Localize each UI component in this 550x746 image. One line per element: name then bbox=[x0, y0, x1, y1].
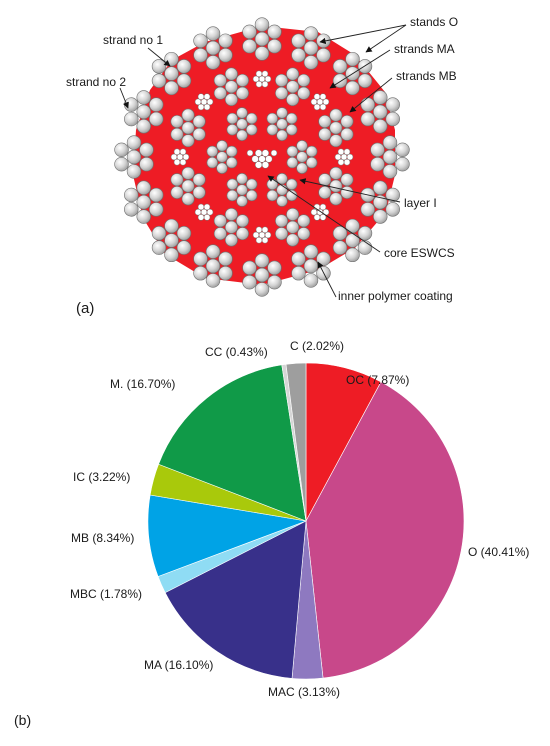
layer-i-strand-5 bbox=[206, 140, 238, 174]
strand-ma-3 bbox=[318, 166, 354, 206]
strands-group bbox=[114, 17, 410, 297]
layer-i-strand-6 bbox=[226, 107, 258, 141]
outer-strand-1 bbox=[242, 17, 282, 61]
strand-ma-6 bbox=[170, 166, 206, 206]
label-strand-no-2: strand no 2 bbox=[66, 75, 126, 89]
pie-label-m: M. (16.70%) bbox=[110, 377, 175, 391]
pie-label-mac: MAC (3.13%) bbox=[268, 685, 340, 699]
outer-strand-5 bbox=[370, 135, 410, 179]
label-strand-no-1: strand no 1 bbox=[103, 33, 163, 47]
pie-slice-ma bbox=[164, 520, 307, 679]
leader-strand-no-2 bbox=[119, 87, 129, 109]
outer-strand-15 bbox=[151, 51, 192, 96]
strand-mb-3 bbox=[334, 148, 354, 166]
label-inner-polymer-coating: inner polymer coating bbox=[338, 289, 453, 303]
callout-labels: strand no 1 strand no 2 stands O strands… bbox=[66, 15, 458, 317]
layer-i-strand-1 bbox=[266, 107, 298, 141]
pie-label-o: O (40.41%) bbox=[468, 545, 529, 559]
label-core-eswcs: core ESWCS bbox=[384, 246, 455, 260]
pie-chart bbox=[147, 362, 465, 680]
outer-strand-8 bbox=[291, 244, 331, 288]
pie-label-oc: OC (7.87%) bbox=[346, 373, 409, 387]
outer-strand-11 bbox=[151, 218, 192, 263]
pie-label-mbc: MBC (1.78%) bbox=[70, 587, 142, 601]
outer-strand-3 bbox=[332, 51, 373, 96]
layer-i-strand-3 bbox=[266, 173, 298, 207]
strand-mb-6 bbox=[194, 203, 214, 221]
strand-ma-7 bbox=[170, 108, 206, 148]
pie-label-mb: MB (8.34%) bbox=[71, 531, 134, 545]
strand-mb-2 bbox=[310, 93, 330, 111]
layer-i-strand-4 bbox=[226, 173, 258, 207]
leader-stands-o-b bbox=[365, 24, 407, 53]
outer-strand-12 bbox=[124, 180, 164, 224]
outer-strand-9 bbox=[242, 253, 282, 297]
strand-ma-1 bbox=[275, 67, 311, 107]
strand-mb-8 bbox=[194, 93, 214, 111]
outer-strand-6 bbox=[360, 180, 400, 224]
leader-strands-mb bbox=[349, 77, 393, 113]
layer-i-strand-2 bbox=[286, 140, 318, 174]
outer-strand-4 bbox=[360, 90, 400, 134]
strand-mb-1 bbox=[252, 70, 272, 88]
label-layer-i: layer I bbox=[404, 196, 437, 210]
label-strands-ma: strands MA bbox=[394, 42, 455, 56]
pie-label-cc: CC (0.43%) bbox=[205, 345, 268, 359]
strand-ma-2 bbox=[318, 108, 354, 148]
leader-stands-o-a bbox=[319, 24, 407, 44]
strand-ma-5 bbox=[213, 207, 249, 247]
leader-strand-no-1 bbox=[147, 47, 171, 67]
outer-strand-13 bbox=[114, 135, 154, 179]
pie-slice-o bbox=[305, 381, 465, 679]
leader-inner-polymer-coating bbox=[317, 261, 337, 298]
leader-core-eswcs bbox=[267, 175, 381, 253]
core-eswcs-1 bbox=[251, 149, 273, 169]
strand-mb-7 bbox=[170, 148, 190, 166]
strand-mb-4 bbox=[310, 203, 330, 221]
leader-layer-i bbox=[299, 178, 401, 203]
pie-slice-m bbox=[158, 364, 307, 522]
outer-strand-16 bbox=[193, 26, 233, 70]
outer-strand-10 bbox=[193, 244, 233, 288]
pie-label-ic: IC (3.22%) bbox=[73, 470, 130, 484]
leader-strands-ma bbox=[329, 49, 391, 89]
pie-label-ma: MA (16.10%) bbox=[144, 658, 213, 672]
label-stands-o: stands O bbox=[410, 15, 458, 29]
label-strands-mb: strands MB bbox=[396, 69, 457, 83]
panel-a-label: (a) bbox=[76, 300, 94, 317]
rope-cross-section bbox=[114, 17, 410, 297]
pie-labels: OC (7.87%) O (40.41%) MAC (3.13%) MA (16.10… bbox=[70, 339, 529, 699]
pie-label-c: C (2.02%) bbox=[290, 339, 344, 353]
panel-b-label: (b) bbox=[14, 712, 31, 728]
callout-lines bbox=[119, 24, 407, 298]
strand-ma-4 bbox=[275, 207, 311, 247]
pie-slice-c bbox=[285, 362, 307, 522]
strand-mb-5 bbox=[252, 226, 272, 244]
strand-ma-8 bbox=[213, 67, 249, 107]
